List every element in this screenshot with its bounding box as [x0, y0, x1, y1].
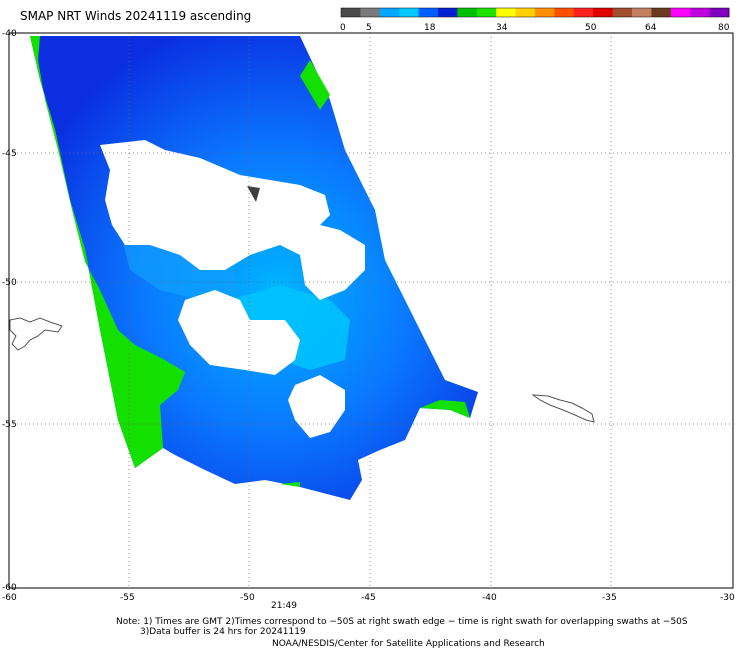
- color-scale-labels: 0 5 18 34 50 64 80: [340, 23, 730, 33]
- falkland-islands-coastline: [9, 317, 63, 351]
- color-scale-swatch: [341, 8, 361, 17]
- color-scale-swatch: [632, 8, 652, 17]
- y-axis-labels: -40 -45 -50 -55 -60: [2, 29, 17, 593]
- y-tick-label: -60: [2, 583, 17, 593]
- color-scale-swatch: [515, 8, 536, 17]
- color-scale-swatch: [438, 8, 458, 17]
- x-tick-label: -40: [482, 593, 497, 603]
- x-tick-label: -60: [2, 593, 17, 603]
- scale-label-18: 18: [424, 23, 436, 33]
- color-scale-swatch: [457, 8, 478, 17]
- note-line-3: NOAA/NESDIS/Center for Satellite Applica…: [272, 639, 545, 649]
- x-tick-label: -45: [361, 593, 376, 603]
- x-tick-label: -35: [602, 593, 617, 603]
- wind-green-bottom: [420, 400, 470, 418]
- y-tick-label: -45: [2, 149, 17, 159]
- color-scale-swatch: [360, 8, 381, 17]
- x-tick-label: -30: [720, 593, 735, 603]
- data-gap-1: [100, 140, 365, 300]
- y-tick-label: -50: [2, 278, 17, 288]
- wind-green-bottom2: [280, 482, 300, 487]
- south-georgia-coastline: [531, 394, 595, 423]
- scale-label-64: 64: [645, 23, 657, 33]
- scale-label-0: 0: [340, 23, 346, 33]
- x-tick-label: -50: [240, 593, 255, 603]
- color-scale-swatch: [418, 8, 439, 17]
- y-tick-label: -40: [2, 29, 17, 39]
- note-line-2: 3)Data buffer is 24 hrs for 20241119: [140, 627, 306, 637]
- color-scale-swatch: [379, 8, 400, 17]
- color-scale-swatch: [535, 8, 555, 17]
- map-title: SMAP NRT Winds 20241119 ascending: [20, 9, 252, 23]
- color-scale-swatch: [593, 8, 614, 17]
- color-scale-swatch: [709, 8, 730, 17]
- color-scale-swatch: [399, 8, 420, 17]
- color-scale-swatch: [573, 8, 594, 17]
- color-scale-bar: [340, 7, 730, 18]
- scale-label-50: 50: [585, 23, 597, 33]
- color-scale-swatch: [496, 8, 517, 17]
- low-wind-marker: [247, 186, 260, 202]
- plot-frame: [8, 32, 734, 589]
- wind-light-patch: [120, 230, 240, 300]
- color-scale-swatch: [690, 8, 711, 17]
- data-gap-2: [178, 290, 300, 375]
- color-scale-swatch: [651, 8, 672, 17]
- x-tick-label: -55: [120, 593, 135, 603]
- lat-lon-grid: [9, 33, 733, 588]
- color-scale-swatch: [554, 8, 575, 17]
- color-scale-swatch: [612, 8, 633, 17]
- data-gap-3: [288, 375, 345, 438]
- color-scale-frame: [340, 7, 730, 18]
- wind-green-right: [300, 60, 330, 110]
- note-line-1: Note: 1) Times are GMT 2)Times correspon…: [116, 617, 688, 627]
- wind-map: 0 5 18 34 50 64 80 -60 -55 -50: [2, 7, 735, 603]
- scale-label-5: 5: [366, 23, 372, 33]
- wind-swath: [30, 36, 478, 500]
- color-scale-swatch: [476, 8, 497, 17]
- color-scale-swatch: [670, 8, 691, 17]
- scale-label-80: 80: [718, 23, 730, 33]
- wind-green-left: [30, 36, 185, 468]
- x-axis-labels: -60 -55 -50 -45 -40 -35 -30: [2, 593, 735, 603]
- y-tick-label: -55: [2, 420, 17, 430]
- scale-label-34: 34: [496, 23, 508, 33]
- swath-time-label: 21:49: [271, 601, 297, 611]
